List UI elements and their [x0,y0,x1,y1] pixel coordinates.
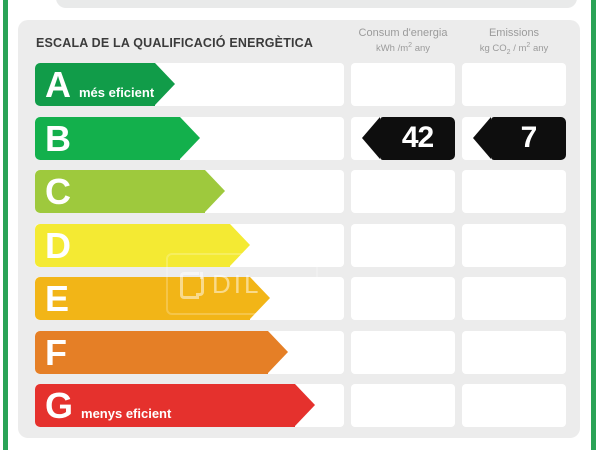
rating-letter: F [45,331,67,373]
value-arrow-tip [473,116,491,159]
scale-row: B 42 7 [35,116,566,160]
panel-title: ESCALA DE LA QUALIFICACIÓ ENERGÈTICA [36,35,314,50]
rating-track: F [35,330,344,374]
rating-letter: D [45,224,71,266]
scale-row: F [35,330,566,374]
rating-letter: C [45,171,71,212]
consum-cell [351,223,455,267]
rating-arrow: B [35,116,200,160]
emissions-cell [462,63,566,106]
rating-arrow: F [35,330,288,374]
consum-cell: 42 [351,116,455,160]
emissions-column-unit: kg CO2 / m2 any [479,42,549,57]
consum-cell [351,330,455,374]
arrow-tip [268,330,288,373]
scale-rows: A més eficient B 42 [35,63,566,438]
emissions-column-header: Emissions kg CO2 / m2 any [462,27,566,59]
emissions-cell [462,170,566,213]
rating-arrow: A més eficient [35,63,175,106]
scale-row: C [35,170,566,213]
consum-column-unit: kWh /m2 any [375,42,431,55]
rating-track: A més eficient [35,63,344,106]
rating-arrow: G menys eficient [35,384,315,427]
arrow-tip [230,223,250,266]
consum-cell [351,277,455,320]
rating-track: E [35,277,344,320]
rating-track: D [35,223,344,267]
rating-letter: B [45,117,71,159]
rating-arrow: D [35,223,250,267]
emissions-cell [462,277,566,320]
consum-cell [351,384,455,427]
rating-letter: G [45,385,74,426]
emissions-value-arrow: 7 [473,116,566,160]
rating-arrow: E [35,277,270,320]
scale-row: D [35,223,566,267]
energy-rating-panel: ESCALA DE LA QUALIFICACIÓ ENERGÈTICA Con… [18,20,580,438]
scale-row: G menys eficient [35,384,566,427]
emissions-column-title: Emissions [488,27,540,39]
arrow-tip [180,116,200,159]
scale-row: E [35,277,566,320]
scale-row: A més eficient [35,63,566,106]
arrow-tip [155,63,175,105]
value-arrow-tip [362,116,380,159]
consum-column-header: Consum d'energia kWh /m2 any [351,27,455,55]
rating-track: C [35,170,344,213]
rating-track: G menys eficient [35,384,344,427]
arrow-tip [250,277,270,319]
rating-arrow: C [35,170,225,213]
rating-label: menys eficient [81,406,172,421]
rating-track: B [35,116,344,160]
emissions-cell: 7 [462,116,566,160]
arrow-tip [295,384,315,426]
rating-label: més eficient [79,85,155,100]
consum-cell [351,170,455,213]
consum-cell [351,63,455,106]
right-accent-bar [591,0,596,450]
emissions-cell [462,384,566,427]
rating-letter: E [45,278,70,319]
previous-section-card-edge [56,0,577,8]
left-accent-bar [3,0,8,450]
emissions-cell [462,223,566,267]
emissions-cell [462,330,566,374]
rating-letter: A [45,64,71,105]
arrow-tip [205,170,225,212]
emissions-value: 7 [520,121,538,154]
consum-column-title: Consum d'energia [358,27,448,39]
consum-value: 42 [401,121,434,154]
consum-value-arrow: 42 [362,116,455,160]
